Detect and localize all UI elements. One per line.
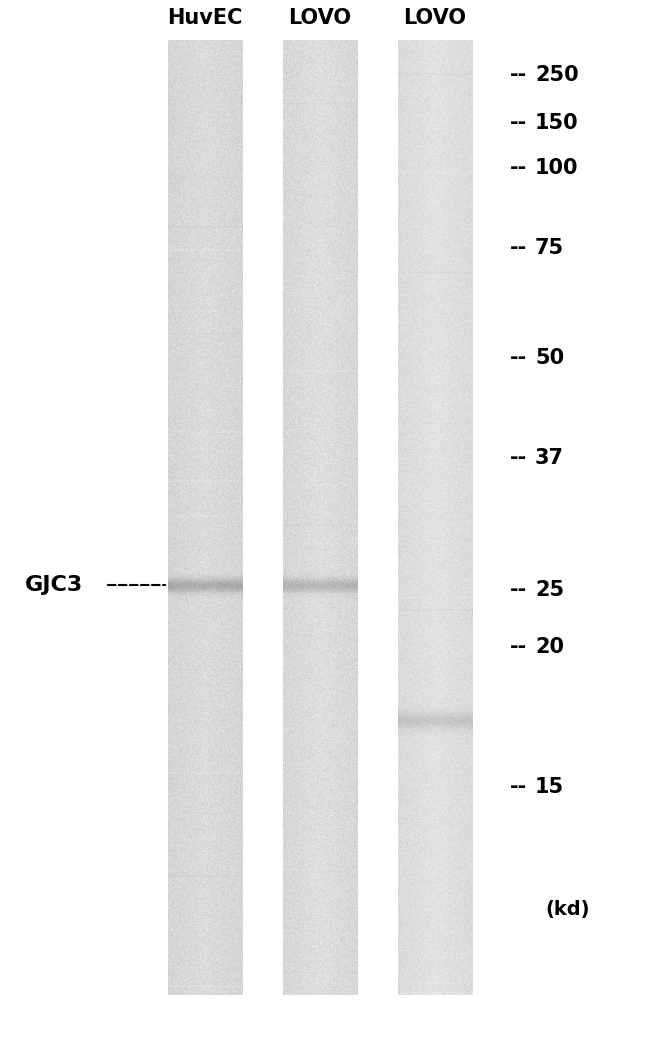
Text: 100: 100 <box>535 158 578 178</box>
Text: --: -- <box>510 65 527 85</box>
Text: 150: 150 <box>535 114 578 133</box>
Text: HuvEC: HuvEC <box>167 8 242 28</box>
Text: --: -- <box>510 637 527 657</box>
Text: --: -- <box>510 348 527 368</box>
Text: 37: 37 <box>535 448 564 468</box>
Text: 25: 25 <box>535 580 564 600</box>
Text: --: -- <box>510 580 527 600</box>
Text: --: -- <box>510 114 527 133</box>
Text: (kd): (kd) <box>545 901 590 920</box>
Text: GJC3: GJC3 <box>25 575 83 595</box>
Text: 75: 75 <box>535 238 564 257</box>
Text: --: -- <box>510 238 527 257</box>
Text: --: -- <box>510 777 527 797</box>
Text: --: -- <box>510 448 527 468</box>
Text: --: -- <box>510 158 527 178</box>
Text: 250: 250 <box>535 65 578 85</box>
Text: LOVO: LOVO <box>404 8 467 28</box>
Text: LOVO: LOVO <box>289 8 352 28</box>
Text: 50: 50 <box>535 348 564 368</box>
Text: 20: 20 <box>535 637 564 657</box>
Text: 15: 15 <box>535 777 564 797</box>
